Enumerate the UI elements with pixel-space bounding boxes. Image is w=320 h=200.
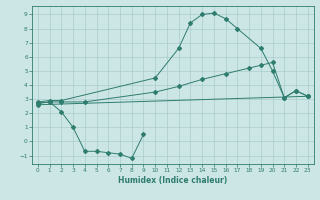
X-axis label: Humidex (Indice chaleur): Humidex (Indice chaleur) (118, 176, 228, 185)
